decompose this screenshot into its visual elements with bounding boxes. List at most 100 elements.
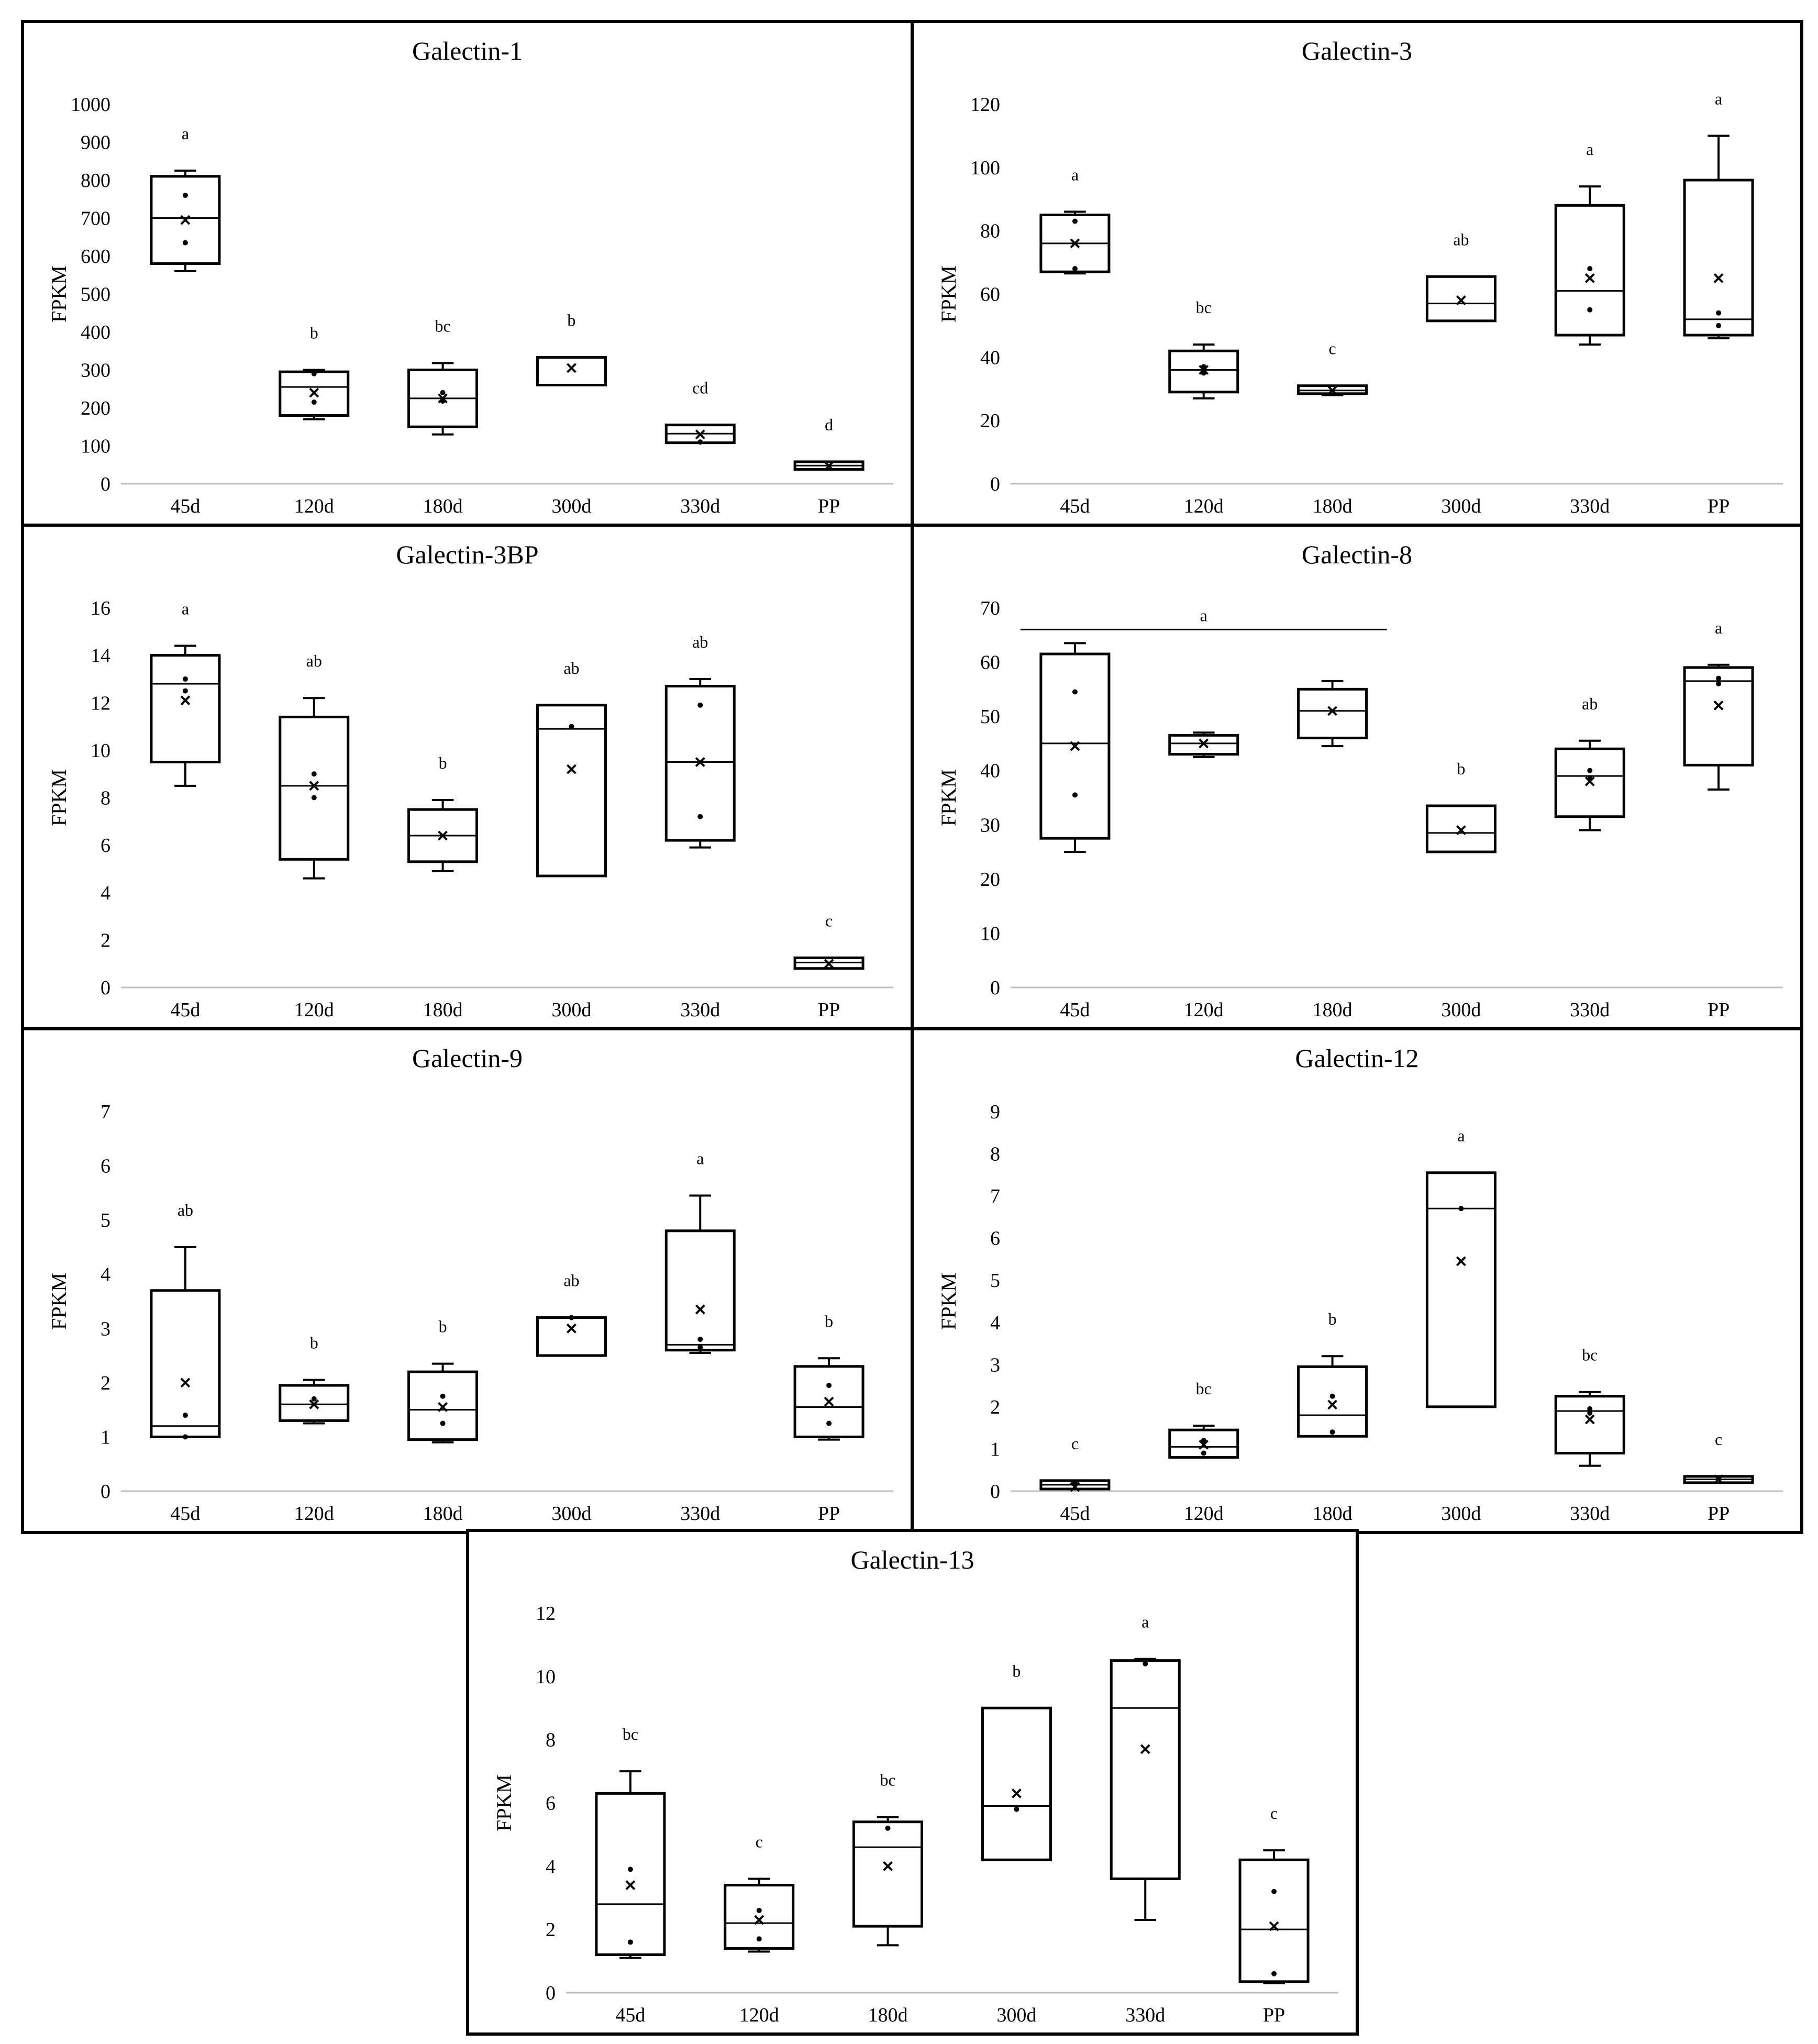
data-point xyxy=(440,1420,446,1426)
data-point xyxy=(1587,307,1593,313)
y-tick-label: 5 xyxy=(990,1270,1000,1292)
chart-title: Galectin-12 xyxy=(1295,1043,1418,1073)
data-point xyxy=(569,1315,574,1320)
y-tick-label: 3 xyxy=(101,1318,110,1340)
x-tick-label: 180d xyxy=(423,999,463,1021)
box-iqr xyxy=(664,1229,736,1352)
y-axis-label: FPKM xyxy=(937,265,960,323)
box-iqr xyxy=(279,715,350,861)
box-45d: a xyxy=(150,599,221,787)
panel-galectin-9: Galectin-9 FPKM 0 1 2 3 4 5 6 7 45d 120d 180d 300d 330… xyxy=(21,1027,914,1534)
mean-marker xyxy=(1327,706,1337,716)
mean-marker xyxy=(1584,273,1595,283)
box-iqr xyxy=(1110,1659,1181,1880)
box-iqr xyxy=(1425,275,1496,323)
y-axis-label: FPKM xyxy=(937,769,960,826)
data-point xyxy=(182,676,188,682)
data-point xyxy=(1143,1661,1148,1667)
y-tick-label: 1 xyxy=(990,1438,1000,1460)
box-iqr xyxy=(1425,1171,1496,1408)
box-180d: bc xyxy=(852,1771,924,1947)
box-120d xyxy=(1168,731,1239,758)
y-tick-label: 2 xyxy=(101,929,110,951)
significance-label: ab xyxy=(1453,230,1469,249)
data-point xyxy=(1201,1450,1206,1456)
x-tick-label: 180d xyxy=(868,2004,908,2026)
mean-marker xyxy=(754,1915,764,1925)
chart-title: Galectin-13 xyxy=(850,1545,974,1574)
y-tick-label: 2 xyxy=(101,1372,110,1394)
box-iqr xyxy=(1297,1365,1368,1438)
chart-galectin-3: Galectin-3 FPKM 0 20 40 60 80 100 120 45d 120d 180d… xyxy=(937,36,1783,517)
significance-label: b xyxy=(439,753,447,772)
y-axis-label: FPKM xyxy=(47,265,71,323)
mean-marker xyxy=(695,429,705,440)
y-tick-label: 4 xyxy=(101,1264,110,1286)
y-tick-label: 600 xyxy=(81,246,110,268)
chart-galectin-3bp: Galectin-3BP FPKM 0 2 4 6 8 10 12 14 16 45d 120d 180d… xyxy=(47,540,893,1021)
box-iqr xyxy=(536,704,607,877)
y-tick-label: 0 xyxy=(101,473,110,495)
box-120d: bc xyxy=(1168,1379,1239,1459)
significance-label: c xyxy=(825,911,833,930)
y-tick-label: 12 xyxy=(91,692,110,714)
box-120d: ab xyxy=(279,651,350,880)
data-point xyxy=(182,688,188,694)
x-tick-label: 180d xyxy=(423,495,463,517)
y-tick-label: 0 xyxy=(101,977,110,999)
y-tick-label: 800 xyxy=(81,170,110,192)
mean-marker xyxy=(625,1880,636,1890)
mean-marker xyxy=(824,461,834,471)
data-point xyxy=(1716,675,1722,681)
box-180d: b xyxy=(407,1317,479,1443)
y-tick-label: 10 xyxy=(536,1666,556,1688)
significance-label: b xyxy=(567,311,575,330)
box-180d: bc xyxy=(407,316,479,436)
data-point xyxy=(1587,768,1593,773)
mean-marker xyxy=(1584,776,1595,786)
panel-galectin-8: Galectin-8 FPKM 0 10 20 30 40 50 60 70 45d 120d 180d… xyxy=(911,524,1803,1030)
x-tick-label: 120d xyxy=(1184,495,1224,517)
box-iqr xyxy=(536,356,607,387)
data-point xyxy=(182,1413,188,1418)
chart-title: Galectin-3BP xyxy=(396,540,538,569)
y-axis-label: FPKM xyxy=(47,769,71,826)
mean-marker xyxy=(1327,1399,1337,1410)
y-tick-label: 10 xyxy=(91,740,110,762)
y-tick-label: 2 xyxy=(546,1919,556,1941)
y-tick-label: 8 xyxy=(990,1143,1000,1165)
y-tick-label: 50 xyxy=(980,706,1000,728)
data-point xyxy=(1587,266,1593,272)
box-120d: c xyxy=(724,1832,795,1953)
y-tick-label: 0 xyxy=(990,473,1000,495)
data-point xyxy=(697,814,703,819)
x-tick-label: 45d xyxy=(170,495,200,517)
y-tick-label: 20 xyxy=(980,869,1000,891)
mean-marker xyxy=(309,387,319,398)
mean-marker xyxy=(695,1304,705,1315)
mean-marker xyxy=(180,1378,191,1388)
y-tick-label: 100 xyxy=(970,157,1000,179)
y-tick-label: 100 xyxy=(81,436,110,458)
data-point xyxy=(1587,1406,1593,1412)
y-tick-label: 5 xyxy=(101,1209,110,1231)
x-tick-label: 330d xyxy=(1570,1503,1610,1525)
box-330d: cd xyxy=(664,379,736,445)
y-tick-label: 4 xyxy=(101,882,110,904)
box-iqr xyxy=(1554,1395,1625,1454)
y-tick-label: 6 xyxy=(546,1793,556,1815)
y-tick-label: 9 xyxy=(990,1101,1000,1123)
x-tick-label: PP xyxy=(818,495,840,517)
significance-label: b xyxy=(1457,759,1465,778)
y-tick-label: 6 xyxy=(990,1228,1000,1250)
y-tick-label: 400 xyxy=(81,321,110,343)
panel-galectin-3: Galectin-3 FPKM 0 20 40 60 80 100 120 45d 120d 180d… xyxy=(911,20,1803,527)
data-point xyxy=(1072,1480,1078,1485)
box-330d: a xyxy=(1110,1613,1181,1921)
x-tick-label: 180d xyxy=(1313,999,1353,1021)
box-iqr xyxy=(536,1316,607,1357)
box-330d: ab xyxy=(664,632,736,849)
y-tick-label: 0 xyxy=(546,1982,556,2004)
significance-label: a xyxy=(1141,1613,1149,1631)
box-330d: a xyxy=(664,1149,736,1354)
